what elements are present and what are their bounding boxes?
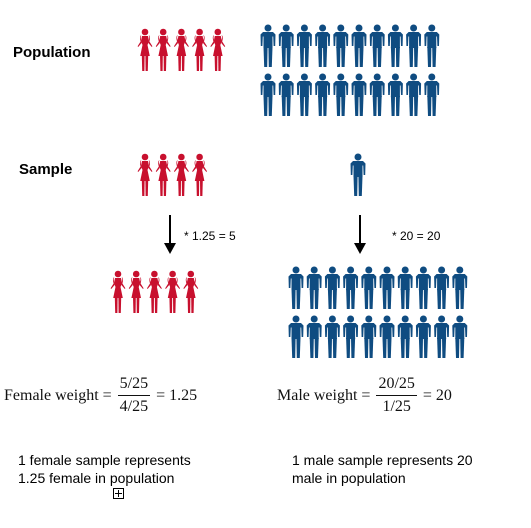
male-figure-icon (369, 73, 385, 116)
male-figure-icon (343, 315, 359, 358)
male-figure-icon (434, 266, 450, 309)
sample-male-group (350, 153, 367, 197)
male-figure-icon (260, 73, 276, 116)
male-figure-icon (424, 73, 440, 116)
male-figure-icon (369, 24, 385, 67)
male-figure-icon (324, 315, 340, 358)
male-figure-icon (406, 73, 422, 116)
male-weight-result: = 20 (422, 386, 452, 404)
female-caption-line-2: 1.25 female in population (18, 470, 175, 486)
female-figure-icon (183, 270, 199, 313)
female-figure-icon (137, 28, 153, 71)
male-figure-icon (397, 315, 413, 358)
male-figure-icon (315, 24, 331, 67)
female-figure-icon (165, 270, 180, 313)
male-caption: 1 male sample represents 20 male in popu… (292, 451, 473, 487)
female-figure-icon (147, 270, 162, 313)
female-figure-icon (155, 28, 171, 71)
male-figure-icon (315, 73, 331, 116)
female-caption-line-1: 1 female sample represents (18, 452, 191, 468)
male-figure-icon (361, 266, 377, 309)
male-figure-icon (324, 266, 340, 309)
male-figure-icon (288, 315, 304, 358)
sample-female-group (137, 153, 209, 197)
female-figure-icon (192, 153, 207, 196)
male-figure-icon (351, 73, 367, 116)
population-female-group (137, 28, 227, 72)
female-figure-icon (210, 28, 226, 71)
down-arrow-female (164, 215, 176, 254)
male-figure-icon (452, 315, 468, 358)
male-weight-fraction: 20/25 1/25 (376, 375, 417, 416)
female-figure-icon (128, 270, 144, 313)
male-weight-denominator: 1/25 (382, 398, 411, 415)
male-figure-icon (296, 24, 312, 67)
male-figure-icon (397, 266, 413, 309)
male-figure-icon (350, 153, 366, 196)
female-caption: 1 female sample represents 1.25 female i… (18, 451, 191, 487)
male-weight-formula: Male weight = 20/25 1/25 = 20 (277, 375, 452, 416)
female-weight-result: = 1.25 (156, 386, 198, 404)
male-figure-icon (306, 266, 322, 309)
male-weight-numerator: 20/25 (376, 375, 417, 396)
male-figure-icon (306, 315, 322, 358)
weighted-female-group (110, 270, 200, 314)
population-male-group (260, 24, 441, 117)
female-multiplier: * 1.25 = 5 (184, 229, 236, 243)
male-figure-icon (333, 24, 349, 67)
male-figure-icon (260, 24, 276, 67)
female-weight-denominator: 4/25 (119, 398, 149, 415)
population-label: Population (13, 44, 91, 61)
male-figure-icon (434, 315, 450, 358)
male-figure-icon (387, 24, 403, 67)
male-figure-icon (278, 24, 294, 67)
male-figure-icon (343, 266, 359, 309)
male-weight-label: Male weight = (277, 386, 371, 404)
male-figure-icon (379, 266, 395, 309)
down-arrow-male (354, 215, 366, 254)
weighted-male-group (288, 266, 469, 359)
male-figure-icon (415, 266, 431, 309)
male-figure-icon (278, 73, 294, 116)
male-figure-icon (406, 24, 422, 67)
female-figure-icon (174, 153, 189, 196)
female-figure-icon (137, 153, 153, 196)
female-figure-icon (174, 28, 189, 71)
female-weight-fraction: 5/25 4/25 (117, 375, 151, 416)
male-figure-icon (288, 266, 304, 309)
male-figure-icon (379, 315, 395, 358)
male-figure-icon (387, 73, 403, 116)
male-figure-icon (415, 315, 431, 358)
male-figure-icon (361, 315, 377, 358)
female-weight-label: Female weight = (4, 386, 112, 404)
female-figure-icon (155, 153, 171, 196)
male-caption-line-2: male in population (292, 470, 406, 486)
male-caption-line-1: 1 male sample represents 20 (292, 452, 473, 468)
male-multiplier: * 20 = 20 (392, 229, 441, 243)
male-figure-icon (424, 24, 440, 67)
female-figure-icon (110, 270, 126, 313)
female-weight-numerator: 5/25 (117, 375, 151, 396)
male-figure-icon (296, 73, 312, 116)
female-figure-icon (192, 28, 207, 71)
male-figure-icon (333, 73, 349, 116)
sample-label: Sample (19, 161, 73, 178)
female-weight-formula: Female weight = 5/25 4/25 = 1.25 (4, 375, 197, 416)
expand-plus-icon[interactable] (113, 488, 124, 499)
male-figure-icon (351, 24, 367, 67)
male-figure-icon (452, 266, 468, 309)
